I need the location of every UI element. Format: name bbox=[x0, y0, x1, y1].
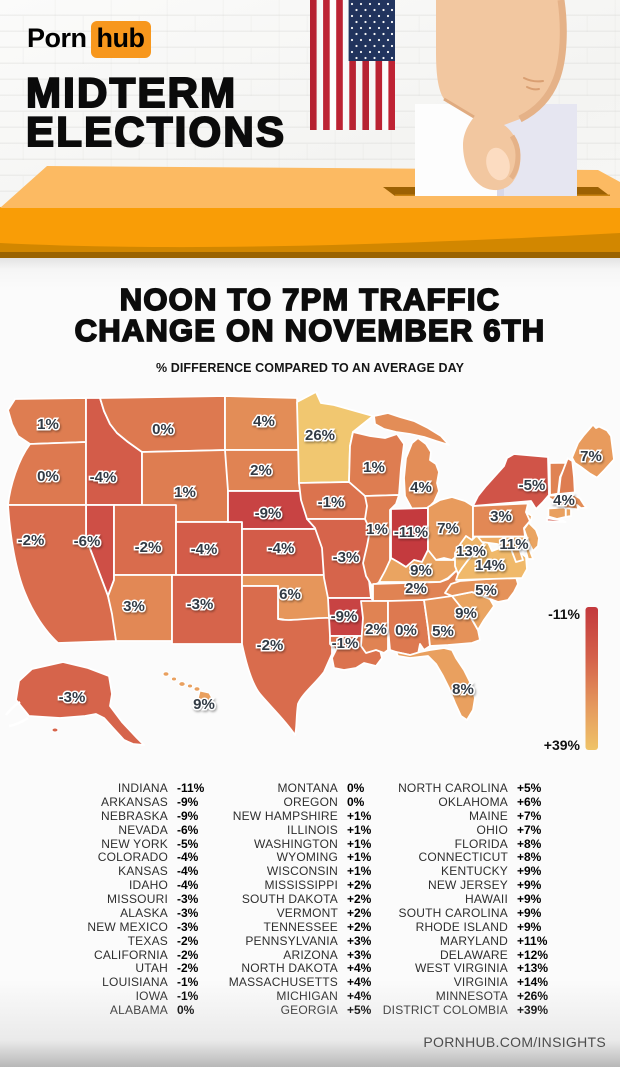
svg-text:9%: 9% bbox=[193, 696, 215, 713]
svg-text:3%: 3% bbox=[490, 508, 512, 525]
svg-text:-3%: -3% bbox=[187, 596, 214, 613]
svg-text:4%: 4% bbox=[553, 492, 575, 509]
svg-text:-5%: -5% bbox=[519, 477, 546, 494]
svg-text:2%: 2% bbox=[405, 580, 427, 597]
svg-text:7%: 7% bbox=[580, 448, 602, 465]
svg-text:6%: 6% bbox=[279, 586, 301, 603]
svg-text:-3%: -3% bbox=[333, 549, 360, 566]
svg-text:1%: 1% bbox=[366, 521, 388, 538]
svg-text:-1%: -1% bbox=[318, 494, 345, 511]
svg-text:-6%: -6% bbox=[74, 533, 101, 550]
svg-text:-9%: -9% bbox=[255, 505, 282, 522]
svg-text:-4%: -4% bbox=[90, 469, 117, 486]
svg-text:1%: 1% bbox=[37, 416, 59, 433]
svg-text:0%: 0% bbox=[37, 468, 59, 485]
svg-text:1%: 1% bbox=[363, 459, 385, 476]
svg-text:26%: 26% bbox=[305, 427, 335, 444]
svg-text:-2%: -2% bbox=[135, 539, 162, 556]
svg-text:4%: 4% bbox=[253, 413, 275, 430]
svg-text:9%: 9% bbox=[410, 562, 432, 579]
svg-text:-11%: -11% bbox=[394, 524, 428, 541]
svg-text:8%: 8% bbox=[452, 681, 474, 698]
svg-text:3%: 3% bbox=[123, 598, 145, 615]
svg-text:+39%: +39% bbox=[544, 737, 581, 753]
svg-text:11%: 11% bbox=[499, 536, 528, 553]
svg-text:-2%: -2% bbox=[257, 637, 284, 654]
svg-text:9%: 9% bbox=[455, 605, 477, 622]
svg-text:0%: 0% bbox=[395, 622, 417, 639]
svg-text:-2%: -2% bbox=[18, 532, 45, 549]
svg-text:-11%: -11% bbox=[548, 606, 580, 622]
svg-text:14%: 14% bbox=[475, 557, 505, 574]
svg-text:-1%: -1% bbox=[332, 635, 359, 652]
svg-text:0%: 0% bbox=[152, 421, 174, 438]
svg-text:-9%: -9% bbox=[331, 608, 358, 625]
svg-text:5%: 5% bbox=[432, 623, 454, 640]
svg-text:-4%: -4% bbox=[191, 541, 218, 558]
svg-text:13%: 13% bbox=[456, 543, 486, 560]
svg-text:7%: 7% bbox=[437, 520, 459, 537]
svg-text:1%: 1% bbox=[174, 484, 196, 501]
svg-text:-4%: -4% bbox=[268, 540, 295, 557]
svg-text:5%: 5% bbox=[475, 582, 497, 599]
svg-text:-3%: -3% bbox=[59, 689, 86, 706]
svg-text:2%: 2% bbox=[250, 462, 272, 479]
svg-text:4%: 4% bbox=[410, 479, 432, 496]
svg-text:2%: 2% bbox=[365, 621, 387, 638]
